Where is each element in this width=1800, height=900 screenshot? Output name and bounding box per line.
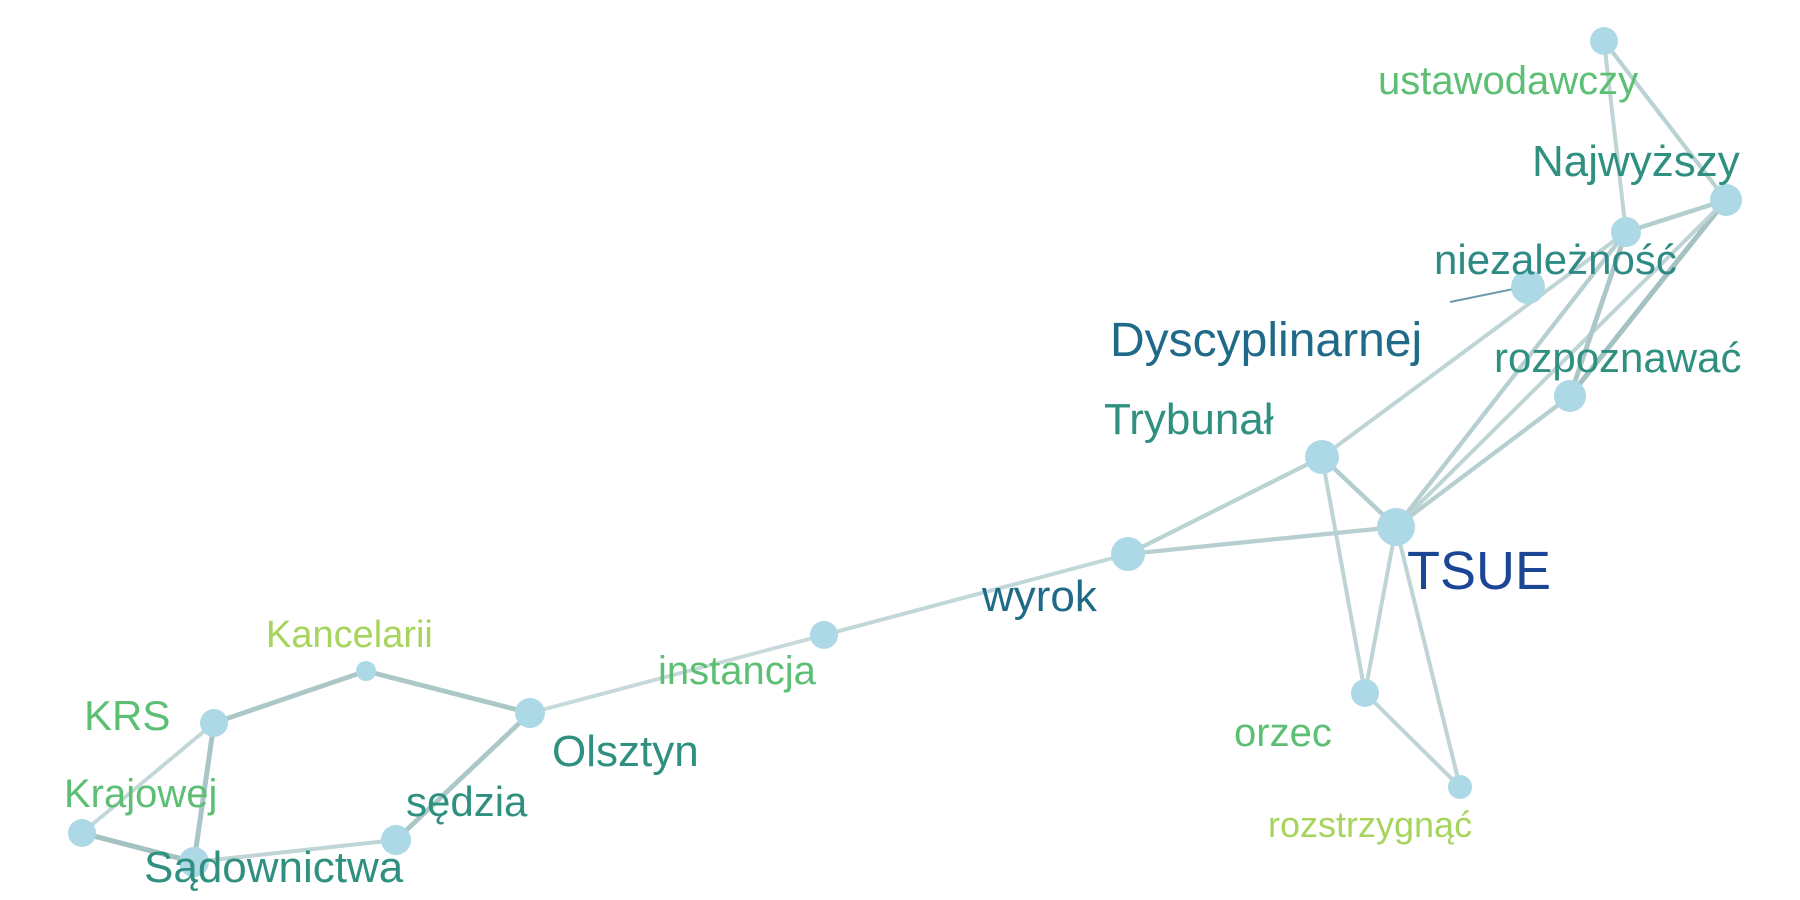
edge-olsztyn-sedzia bbox=[393, 710, 533, 843]
edge-kancelarii-krs bbox=[211, 668, 369, 726]
edge-najwyzszy-tsue bbox=[1394, 198, 1728, 529]
label-krajowej: Krajowej bbox=[64, 772, 217, 816]
label-olsztyn: Olsztyn bbox=[552, 727, 699, 776]
labels-layer: ustawodawczy Najwyższy niezależność Dyscypl… bbox=[64, 59, 1741, 892]
edge-niezaleznosc-rozpoznawac bbox=[1567, 229, 1629, 399]
edge-tsue-rozstrzygnac bbox=[1394, 525, 1462, 789]
label-trybunal: Trybunał bbox=[1104, 395, 1274, 444]
edge-ustawodawczy-najwyzszy bbox=[1601, 38, 1729, 203]
node-tsue bbox=[1377, 508, 1415, 546]
node-krajowej bbox=[68, 819, 96, 847]
edge-tsue-rozpoznawac bbox=[1393, 393, 1573, 530]
label-instancja: instancja bbox=[658, 649, 817, 693]
label-najwyzszy: Najwyższy bbox=[1532, 137, 1740, 186]
node-orzec bbox=[1351, 679, 1379, 707]
node-trybunal bbox=[1305, 440, 1339, 474]
node-sadownictwa bbox=[179, 847, 209, 877]
edge-najwyzszy-rozpoznawac bbox=[1567, 197, 1729, 399]
label-tsue: TSUE bbox=[1407, 541, 1551, 601]
edge-sadownictwa-sedzia bbox=[192, 838, 398, 864]
label-ustawodawczy: ustawodawczy bbox=[1378, 59, 1638, 103]
label-sedzia: sędzia bbox=[406, 778, 528, 825]
label-sadownictwa: Sądownictwa bbox=[144, 843, 404, 892]
nodes-layer bbox=[68, 27, 1742, 877]
edge-niezaleznosc-tsue bbox=[1393, 229, 1629, 530]
label-kancelarii: Kancelarii bbox=[266, 614, 433, 656]
label-wyrok: wyrok bbox=[981, 572, 1098, 621]
edge-krs-krajowej bbox=[80, 721, 216, 835]
edge-najwyzszy-niezaleznosc bbox=[1623, 197, 1729, 235]
label-krs: KRS bbox=[84, 692, 170, 739]
node-wyrok bbox=[1111, 537, 1145, 571]
edge-niezaleznosc-trybunal bbox=[1320, 230, 1628, 459]
node-instancja bbox=[810, 621, 838, 649]
edge-tsue-wyrok bbox=[1125, 524, 1399, 557]
edge-krs-sadownictwa bbox=[191, 720, 217, 865]
edge-trybunal-orzec bbox=[1320, 455, 1367, 695]
node-ustawodawczy bbox=[1590, 27, 1618, 55]
label-rozstrzygnac: rozstrzygnąć bbox=[1268, 804, 1472, 845]
label-orzec: orzec bbox=[1234, 711, 1332, 755]
node-kancelarii bbox=[356, 661, 376, 681]
edge-tsue-orzec bbox=[1363, 525, 1398, 695]
node-olsztyn bbox=[515, 698, 545, 728]
node-rozpoznawac bbox=[1554, 380, 1586, 412]
node-sedzia bbox=[381, 825, 411, 855]
edge-wyrok-instancja bbox=[822, 552, 1130, 637]
label-dyscyplinarnej: Dyscyplinarnej bbox=[1110, 314, 1422, 367]
node-krs bbox=[200, 709, 228, 737]
node-najwyzszy bbox=[1710, 184, 1742, 216]
edge-olsztyn-kancelarii bbox=[363, 668, 533, 716]
node-dyscyplinarnej bbox=[1511, 270, 1545, 304]
edge-krajowej-sadownictwa bbox=[79, 830, 197, 865]
edges-layer bbox=[79, 38, 1729, 865]
node-niezaleznosc bbox=[1611, 217, 1641, 247]
node-rozstrzygnac bbox=[1448, 775, 1472, 799]
edge-ustawodawczy-niezaleznosc bbox=[1602, 39, 1628, 234]
edge-orzec-rozstrzygnac bbox=[1363, 691, 1462, 789]
label-rozpoznawac: rozpoznawać bbox=[1494, 334, 1741, 381]
edge-trybunal-wyrok bbox=[1125, 454, 1325, 557]
edge-instancja-olsztyn bbox=[528, 633, 826, 715]
label-niezaleznosc: niezależność bbox=[1434, 236, 1677, 283]
